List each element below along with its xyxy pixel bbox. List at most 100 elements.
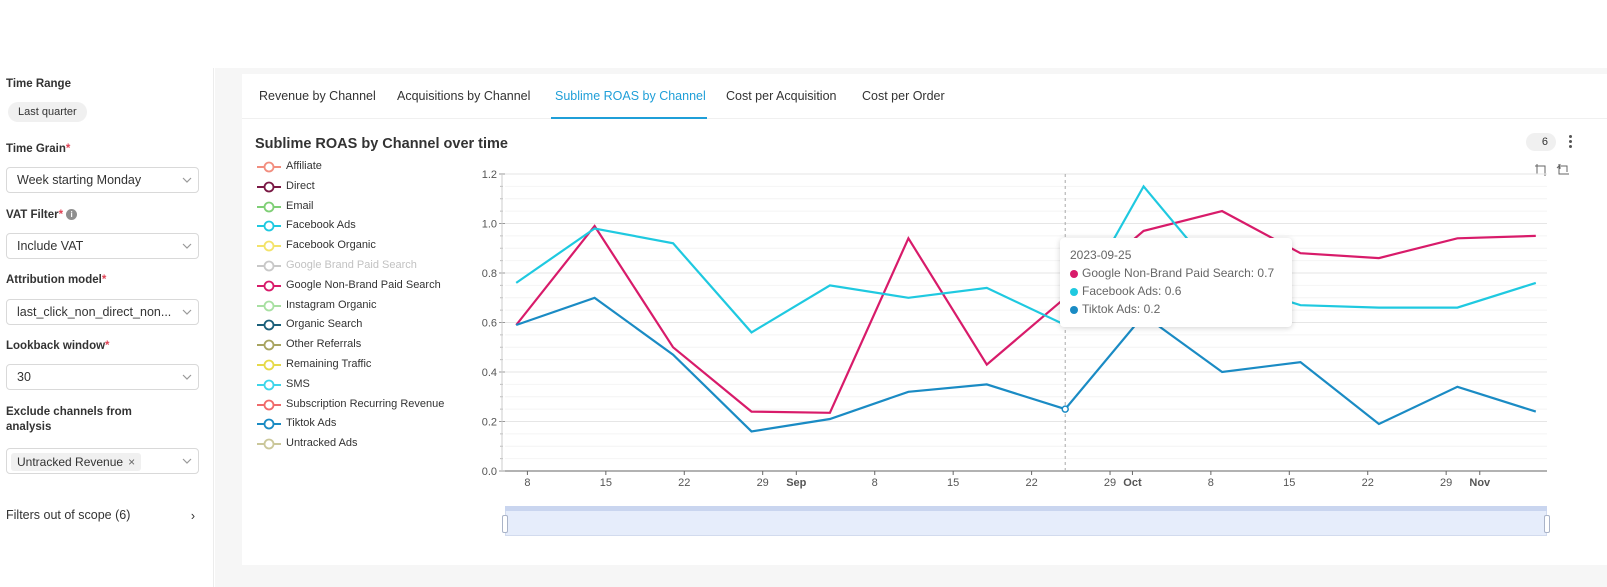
data-zoom-slider[interactable]	[502, 506, 1550, 536]
y-tick-label: 0.6	[482, 318, 497, 330]
channel-chip: Untracked Revenue ×	[11, 453, 142, 471]
legend-marker-icon	[257, 181, 281, 193]
chevron-down-icon	[182, 243, 192, 249]
legend-marker-icon	[257, 438, 281, 450]
chevron-down-icon	[182, 309, 192, 315]
legend-marker-icon	[257, 220, 281, 232]
lookback-window-select[interactable]: 30	[6, 364, 199, 390]
chevron-down-icon	[182, 177, 192, 183]
attribution-model-label: Attribution model*	[6, 274, 107, 286]
x-tick-label: 15	[947, 477, 959, 489]
data-zoom-bar[interactable]	[505, 506, 1547, 511]
time-grain-label: Time Grain*	[6, 143, 71, 155]
series-line	[515, 209, 1536, 414]
legend-item-label: Affiliate	[286, 160, 322, 172]
legend-marker-icon	[257, 280, 281, 292]
legend-item-label: Other Referrals	[286, 338, 362, 351]
hover-point	[1061, 405, 1069, 413]
legend-marker-icon	[257, 201, 281, 212]
filters-out-of-scope-label: Filters out of scope (6)	[6, 508, 131, 522]
tooltip-row-text: Tiktok Ads: 0.2	[1082, 302, 1161, 316]
top-bar	[0, 0, 1607, 68]
attribution-model-value: last_click_non_direct_non...	[17, 305, 172, 319]
y-tick-label: 0.8	[482, 268, 497, 280]
legend-item-label: Instagram Organic	[286, 298, 377, 311]
legend-item-label: Google Brand Paid Search	[286, 259, 417, 271]
tooltip-row: Facebook Ads: 0.6	[1070, 284, 1181, 298]
series-line	[515, 184, 1537, 334]
vat-filter-select[interactable]: Include VAT	[6, 233, 199, 259]
legend-item-label: Facebook Ads	[286, 219, 356, 232]
legend-item-label: SMS	[286, 377, 310, 390]
chevron-down-icon	[182, 374, 192, 380]
x-tick-label: 29	[1440, 477, 1452, 489]
info-icon[interactable]: i	[66, 209, 78, 221]
y-tick-label: 0.4	[482, 367, 497, 379]
active-tab-indicator	[551, 117, 707, 119]
y-tick-label: 1.0	[482, 219, 497, 231]
legend-item-label: Tiktok Ads	[286, 417, 337, 430]
x-tick-label: Oct	[1123, 477, 1142, 489]
tooltip-row: Tiktok Ads: 0.2	[1070, 302, 1160, 316]
filters-out-of-scope[interactable]: Filters out of scope (6) ›	[6, 508, 201, 523]
zoom-handle-right[interactable]	[1544, 515, 1550, 533]
chevron-right-icon: ›	[190, 509, 195, 523]
time-range-value[interactable]: Last quarter	[8, 102, 87, 122]
attribution-model-select[interactable]: last_click_non_direct_non...	[6, 299, 199, 325]
time-grain-select[interactable]: Week starting Monday	[6, 167, 199, 193]
x-tick-label: 15	[600, 477, 612, 489]
chart-title: Sublime ROAS by Channel over time	[255, 136, 508, 152]
time-range-label: Time Range	[6, 78, 71, 90]
filter-sidebar	[0, 68, 214, 587]
filter-count-badge[interactable]: 6	[1526, 133, 1556, 151]
tab-acquisitions-by-channel[interactable]: Acquisitions by Channel	[397, 89, 531, 103]
more-menu-icon[interactable]	[1566, 134, 1574, 150]
legend-marker-icon	[257, 319, 281, 331]
zoom-icon[interactable]	[1534, 163, 1548, 177]
x-tick-label: 22	[678, 477, 690, 489]
vat-filter-label: VAT Filter* i	[6, 209, 78, 221]
tab-cost-per-acquisition[interactable]: Cost per Acquisition	[726, 89, 837, 103]
legend-marker-icon	[257, 379, 281, 391]
legend-item-label: Organic Search	[286, 318, 363, 331]
close-icon[interactable]: ×	[128, 455, 136, 469]
series-dot	[1070, 287, 1078, 296]
tab-cost-per-order[interactable]: Cost per Order	[862, 89, 945, 103]
legend-marker-icon	[257, 300, 281, 311]
zoom-reset-icon[interactable]	[1556, 163, 1570, 177]
exclude-channels-select[interactable]: Untracked Revenue ×	[6, 448, 199, 474]
lookback-window-label: Lookback window*	[6, 340, 110, 352]
legend-item-label: Direct	[286, 179, 315, 192]
tooltip-row-text: Facebook Ads: 0.6	[1082, 284, 1182, 298]
tooltip-row: Google Non-Brand Paid Search: 0.7	[1070, 266, 1274, 280]
chart-tooltip: 2023-09-25 Google Non-Brand Paid Search:…	[1060, 238, 1292, 327]
legend-item-label: Subscription Recurring Revenue	[286, 397, 445, 410]
legend-item-label: Untracked Ads	[286, 437, 358, 450]
x-tick-label: 22	[1362, 477, 1374, 489]
legend-item-label: Remaining Traffic	[286, 358, 372, 370]
series-dot	[1070, 305, 1078, 314]
lookback-window-value: 30	[17, 370, 31, 384]
legend-item-label: Google Non-Brand Paid Search	[286, 278, 441, 291]
x-tick-label: 15	[1283, 477, 1295, 489]
tooltip-row-text: Google Non-Brand Paid Search: 0.7	[1082, 266, 1275, 280]
legend-item-label: Email	[286, 199, 314, 212]
zoom-handle-left[interactable]	[502, 515, 508, 533]
x-tick-label: Nov	[1469, 477, 1491, 489]
tab-divider	[242, 118, 1607, 119]
legend-marker-icon	[257, 418, 281, 430]
chart-panel	[242, 74, 1607, 565]
tooltip-date: 2023-09-25	[1070, 248, 1132, 262]
legend-marker-icon	[257, 399, 281, 410]
tab-sublime-roas-by-channel[interactable]: Sublime ROAS by Channel	[555, 89, 706, 103]
tab-revenue-by-channel[interactable]: Revenue by Channel	[259, 89, 376, 103]
legend-marker-icon	[257, 161, 281, 173]
channel-chip-label: Untracked Revenue	[17, 455, 124, 469]
time-grain-value: Week starting Monday	[17, 173, 142, 187]
x-tick-label: Sep	[786, 477, 806, 489]
x-tick-label: 8	[524, 477, 530, 489]
legend-marker-icon	[257, 260, 281, 272]
legend-marker-icon	[257, 359, 281, 371]
